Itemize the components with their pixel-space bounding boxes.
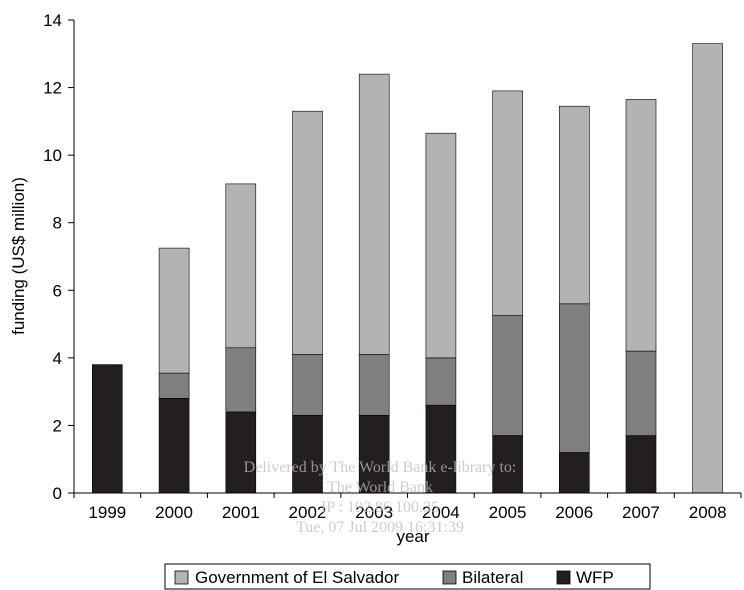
legend-swatch-wfp [556,570,571,585]
bar-wfp-2007 [625,435,657,494]
y-ticks-group: 0 2 4 6 8 10 12 14 [43,11,74,503]
x-ticks-group: 1999 2000 2001 2002 2003 2004 2005 2006 2007 2008 [73,493,742,522]
bar-wfp-2000 [158,398,190,494]
legend-label-bilateral: Bilateral [462,568,523,587]
legend-swatch-government [174,570,189,585]
bar-bilateral-2000 [158,372,190,399]
x-axis-title: year [396,527,429,546]
bars-group [92,43,723,494]
bar-wfp-1999 [92,364,123,494]
y-tick-label-10: 10 [43,146,62,165]
bar-bilateral-2006 [558,303,590,453]
y-tick-label-4: 4 [53,349,62,368]
bar-government-of-el-salvador-2007 [625,99,657,352]
legend: Government of El Salvador Bilateral WFP [164,563,651,590]
y-tick-label-2: 2 [53,416,62,435]
bar-government-of-el-salvador-2002 [292,110,323,355]
x-tick-label-2000: 2000 [155,503,193,522]
bar-wfp-2006 [558,452,590,494]
bar-bilateral-2001 [225,347,257,413]
y-axis-title: funding (US$ million) [9,177,28,335]
x-tick-label-2008: 2008 [689,503,727,522]
watermark-line-4: Tue, 07 Jul 2009 16:31:39 [296,519,464,536]
bar-bilateral-2005 [492,315,523,436]
bar-bilateral-2004 [425,357,457,406]
watermark-line-2: The World Bank [327,479,433,496]
x-tick-label-2005: 2005 [489,503,527,522]
bar-wfp-2002 [292,414,323,494]
bar-government-of-el-salvador-2005 [492,90,523,316]
bar-government-of-el-salvador-2006 [558,105,590,305]
y-tick-label-0: 0 [53,484,62,503]
legend-swatch-bilateral [442,570,457,585]
watermark-line-1: Delivered by The World Bank e-library to… [244,459,517,476]
bar-government-of-el-salvador-2003 [358,73,390,355]
watermark-line-3: IP : 192.86.100.35 [321,499,439,516]
x-tick-label-1999: 1999 [88,503,126,522]
bar-government-of-el-salvador-2001 [225,183,257,349]
x-tick-label-2006: 2006 [555,503,593,522]
x-tick-label-2003: 2003 [355,503,393,522]
x-tick-label-2007: 2007 [622,503,660,522]
y-tick-label-6: 6 [53,281,62,300]
bar-government-of-el-salvador-2008 [692,43,723,494]
watermark: Delivered by The World Bank e-library to… [244,459,517,536]
y-tick-label-8: 8 [53,214,62,233]
x-tick-label-2002: 2002 [289,503,327,522]
bar-bilateral-2002 [292,354,323,416]
bar-bilateral-2003 [358,354,390,416]
bar-government-of-el-salvador-2000 [158,247,190,374]
bar-government-of-el-salvador-2004 [425,132,457,359]
bar-wfp-2003 [358,414,390,494]
legend-label-wfp: WFP [576,568,614,587]
legend-label-government: Government of El Salvador [195,568,399,587]
x-tick-label-2001: 2001 [222,503,260,522]
y-tick-label-12: 12 [43,79,62,98]
x-tick-label-2004: 2004 [422,503,460,522]
y-tick-label-14: 14 [43,11,62,30]
bar-wfp-2001 [225,411,257,494]
bar-wfp-2004 [425,404,457,494]
bar-bilateral-2007 [625,350,657,436]
